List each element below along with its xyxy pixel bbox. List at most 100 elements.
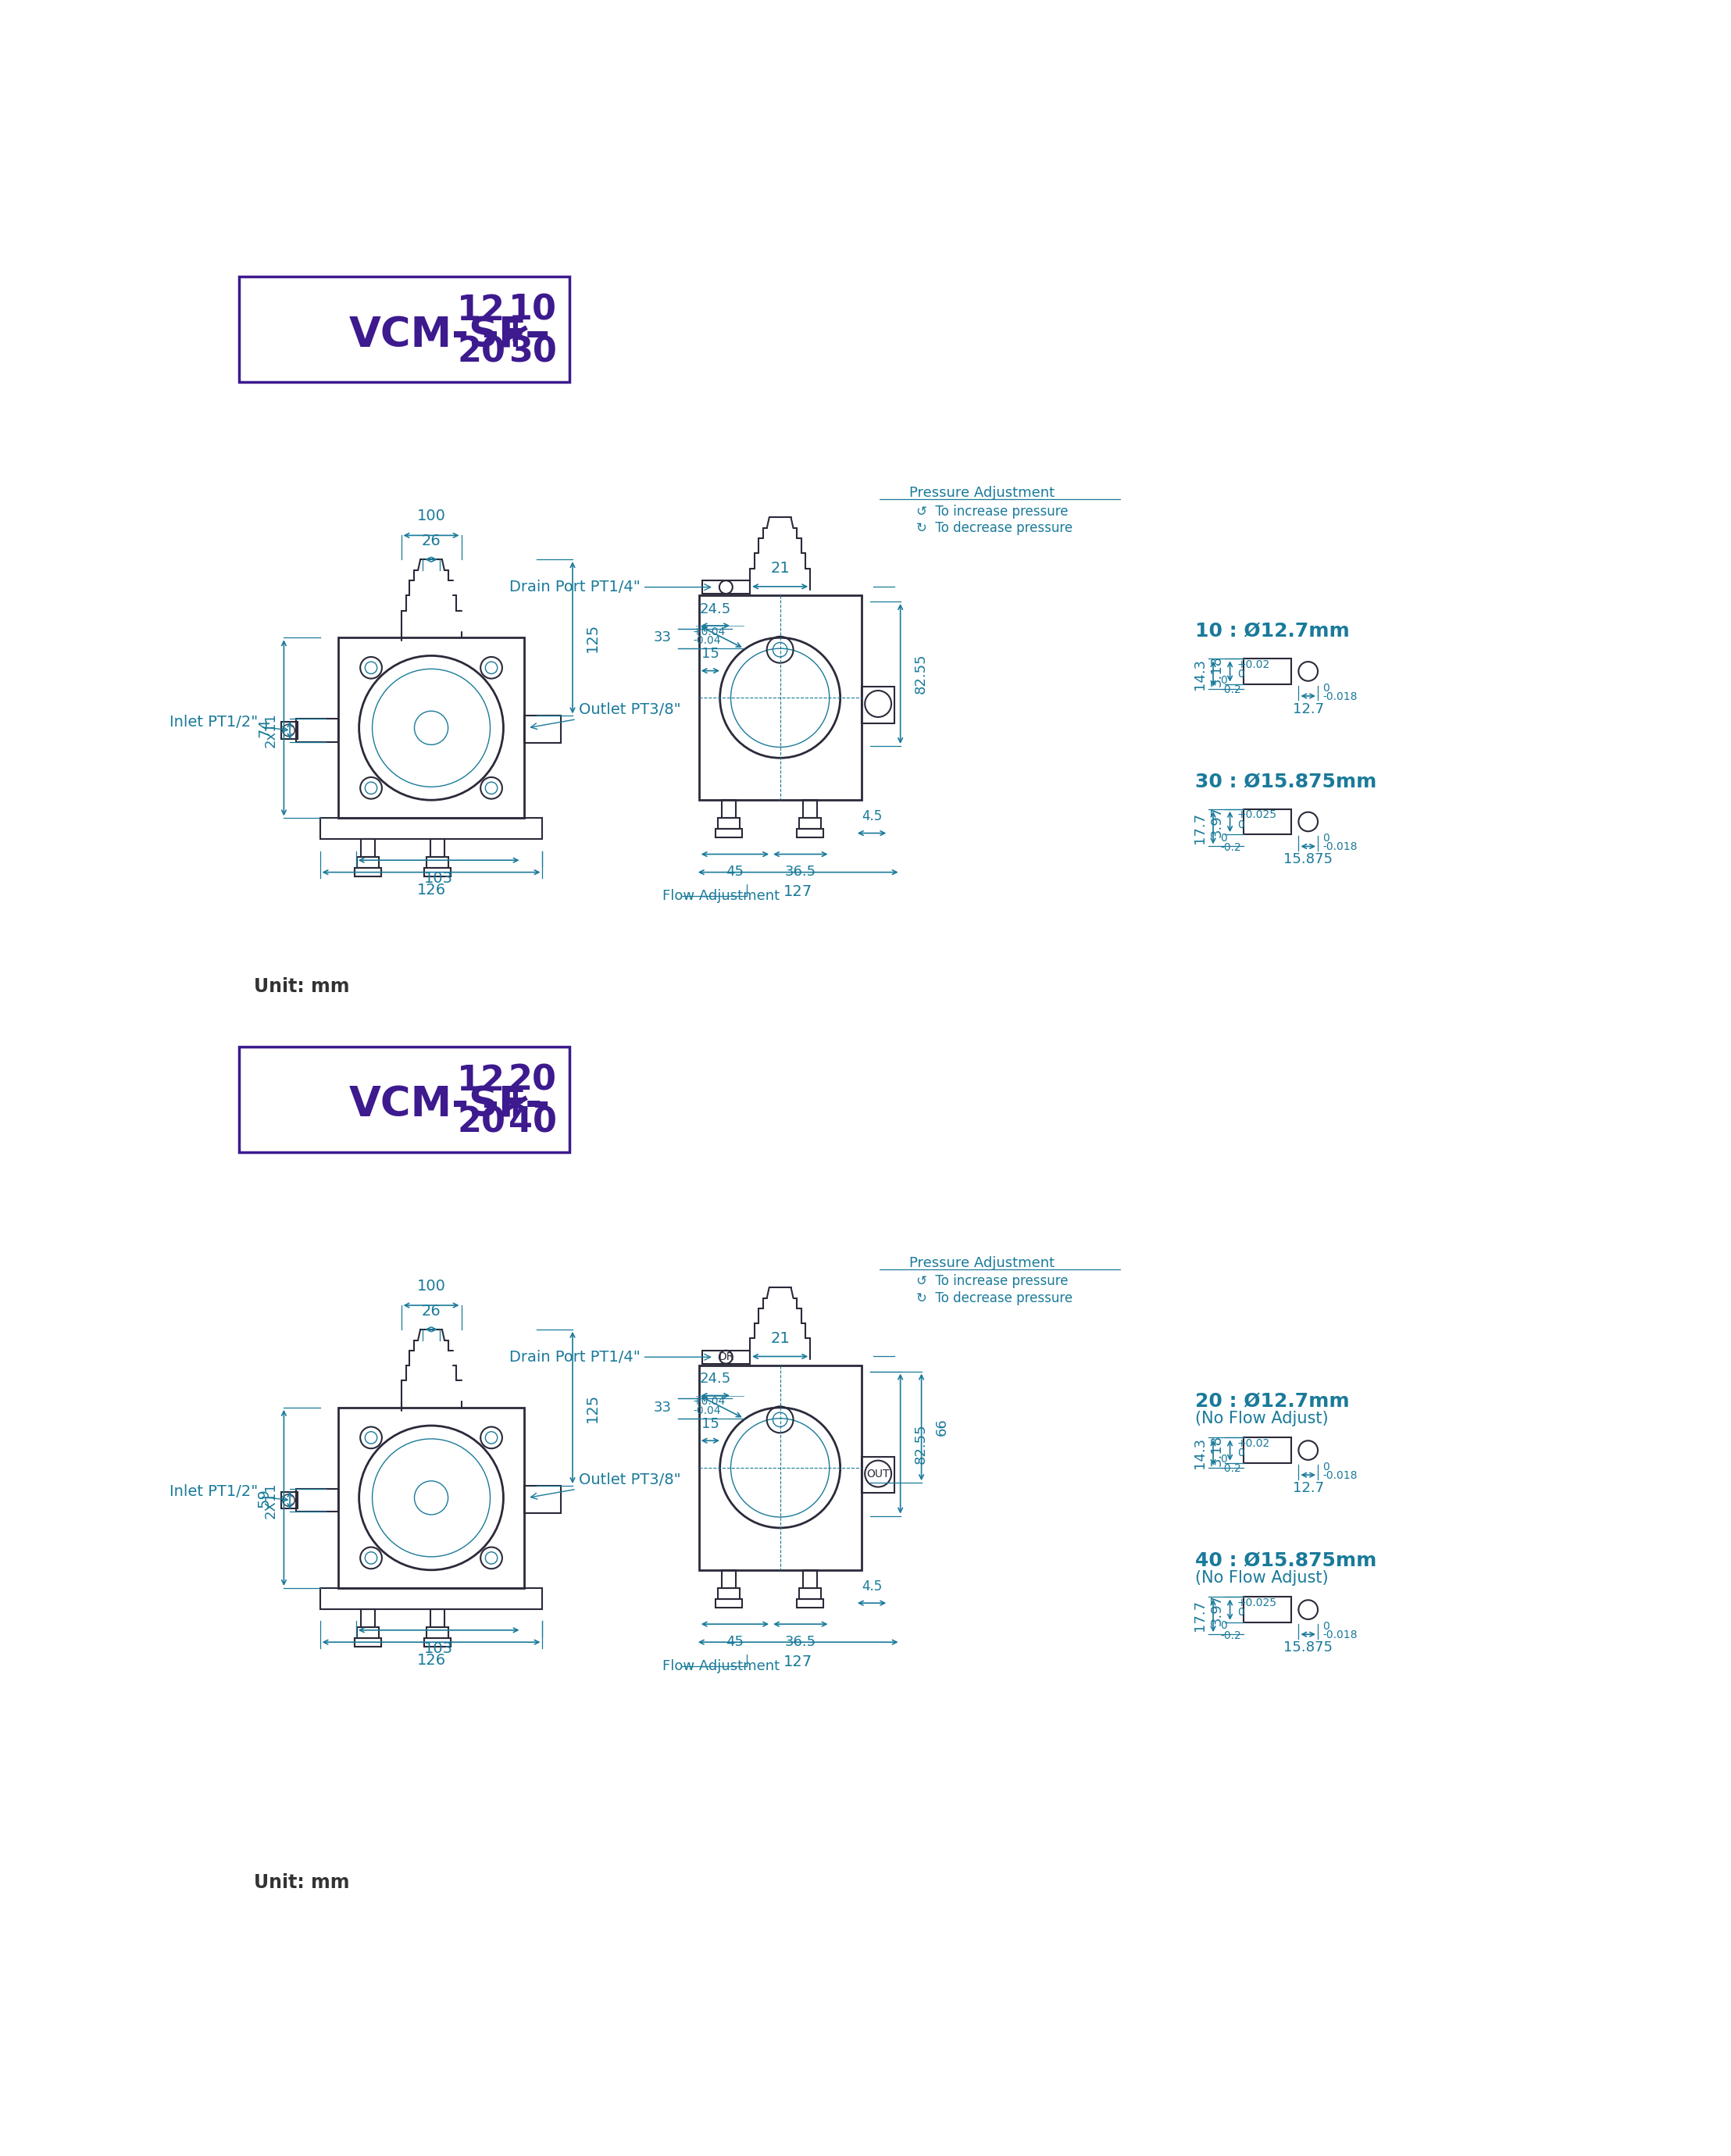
Text: 45: 45 — [725, 1634, 744, 1649]
Text: +0.04: +0.04 — [692, 625, 725, 638]
Text: 0: 0 — [1322, 1462, 1329, 1473]
Text: 36.5: 36.5 — [784, 865, 817, 880]
Bar — [1243, 660, 1291, 683]
Text: -∗-: -∗- — [481, 1084, 550, 1125]
Text: 4.5: 4.5 — [862, 1580, 883, 1593]
Bar — [338, 1408, 524, 1589]
Bar — [355, 869, 381, 877]
Bar — [862, 1457, 895, 1492]
Bar — [524, 716, 561, 744]
Text: 2x11: 2x11 — [263, 714, 279, 748]
Text: OUT: OUT — [867, 1468, 890, 1479]
Text: ↺  To increase pressure: ↺ To increase pressure — [917, 505, 1068, 517]
Text: 14.3: 14.3 — [1193, 1438, 1207, 1468]
Bar — [722, 800, 736, 817]
Text: 17.7: 17.7 — [1193, 1600, 1207, 1632]
Text: 82.55: 82.55 — [914, 1423, 928, 1464]
Text: 0: 0 — [1220, 1621, 1227, 1632]
Bar — [862, 688, 895, 722]
Text: 125: 125 — [585, 623, 599, 653]
Text: Unit: mm: Unit: mm — [254, 977, 350, 996]
Bar — [699, 1365, 862, 1570]
Text: 127: 127 — [784, 884, 812, 899]
Text: 0: 0 — [1322, 1621, 1329, 1632]
Text: 30 : Ø15.875mm: 30 : Ø15.875mm — [1194, 772, 1376, 791]
Bar — [796, 828, 824, 837]
Text: -0.018: -0.018 — [1322, 841, 1357, 852]
Text: Unit: mm: Unit: mm — [254, 1874, 350, 1893]
Text: 15.875: 15.875 — [1284, 1641, 1333, 1654]
Text: 126: 126 — [417, 884, 445, 897]
Text: 0: 0 — [1220, 1453, 1227, 1464]
Bar — [360, 839, 376, 858]
Text: 15: 15 — [701, 647, 720, 662]
Text: -0.018: -0.018 — [1322, 1630, 1357, 1641]
Text: +0.02: +0.02 — [1238, 660, 1271, 671]
Text: 0: 0 — [1220, 675, 1227, 686]
Text: Drain Port PT1/4": Drain Port PT1/4" — [509, 1350, 710, 1365]
Text: 66: 66 — [935, 1419, 949, 1436]
Bar — [1243, 1598, 1291, 1621]
Text: Outlet PT3/8": Outlet PT3/8" — [531, 1473, 680, 1498]
Bar — [338, 638, 524, 817]
Text: -0.2: -0.2 — [1220, 1464, 1241, 1475]
Bar — [426, 858, 448, 869]
Text: 100: 100 — [417, 509, 445, 524]
Bar — [803, 1570, 817, 1589]
Text: 36.5: 36.5 — [784, 1634, 817, 1649]
Bar — [800, 817, 820, 828]
Text: Pressure Adjustment: Pressure Adjustment — [909, 487, 1054, 500]
Text: 3.18: 3.18 — [1210, 1434, 1224, 1466]
Text: 40: 40 — [509, 1106, 557, 1138]
Text: 15: 15 — [701, 1416, 720, 1432]
Bar — [524, 1485, 561, 1514]
Text: VCM-SF-: VCM-SF- — [350, 315, 544, 356]
Bar — [296, 718, 338, 742]
Bar — [803, 800, 817, 817]
Text: Flow Adjustment: Flow Adjustment — [663, 1660, 781, 1673]
Text: -0.018: -0.018 — [1322, 1470, 1357, 1481]
Bar — [1243, 1438, 1291, 1464]
Bar — [800, 1589, 820, 1600]
Bar — [699, 595, 862, 800]
Text: VCM-SF-: VCM-SF- — [350, 1084, 544, 1125]
Text: 12: 12 — [457, 293, 505, 328]
Text: 0: 0 — [1238, 668, 1245, 679]
Text: -0.04: -0.04 — [692, 636, 720, 647]
Bar — [796, 1600, 824, 1606]
Bar — [426, 1628, 448, 1639]
Text: 12: 12 — [457, 1063, 505, 1097]
Text: 33: 33 — [654, 630, 672, 645]
Text: 10: 10 — [509, 293, 557, 328]
Text: 40 : Ø15.875mm: 40 : Ø15.875mm — [1194, 1552, 1376, 1570]
Bar — [239, 1046, 569, 1151]
Text: 100: 100 — [417, 1279, 445, 1294]
Bar — [701, 580, 750, 593]
Text: 125: 125 — [585, 1393, 599, 1423]
Text: +0.02: +0.02 — [1238, 1438, 1271, 1449]
Text: 26: 26 — [422, 535, 441, 548]
Text: 127: 127 — [784, 1654, 812, 1669]
Text: 20 : Ø12.7mm: 20 : Ø12.7mm — [1194, 1393, 1350, 1410]
Text: 21: 21 — [770, 1330, 789, 1345]
Bar — [429, 839, 445, 858]
Text: 24.5: 24.5 — [699, 602, 730, 617]
Text: +0.025: +0.025 — [1238, 811, 1277, 821]
Text: ↻  To decrease pressure: ↻ To decrease pressure — [917, 522, 1073, 535]
Text: 3.18: 3.18 — [1210, 655, 1224, 688]
Bar — [280, 722, 298, 740]
Bar — [718, 1589, 739, 1600]
Text: 2X11: 2X11 — [263, 1481, 279, 1518]
Text: 0: 0 — [1238, 1449, 1245, 1460]
Text: 20: 20 — [509, 1063, 557, 1097]
Text: 14.3: 14.3 — [1193, 658, 1207, 690]
Text: 0: 0 — [1322, 683, 1329, 694]
Text: 12.7: 12.7 — [1293, 703, 1324, 716]
Text: 24.5: 24.5 — [699, 1371, 730, 1386]
Text: Flow Adjustment: Flow Adjustment — [663, 888, 781, 903]
Bar — [722, 1570, 736, 1589]
Text: (No Flow Adjust): (No Flow Adjust) — [1194, 1410, 1328, 1427]
Bar — [701, 1350, 750, 1363]
Text: 20: 20 — [457, 336, 505, 369]
Text: -0.2: -0.2 — [1220, 686, 1241, 696]
